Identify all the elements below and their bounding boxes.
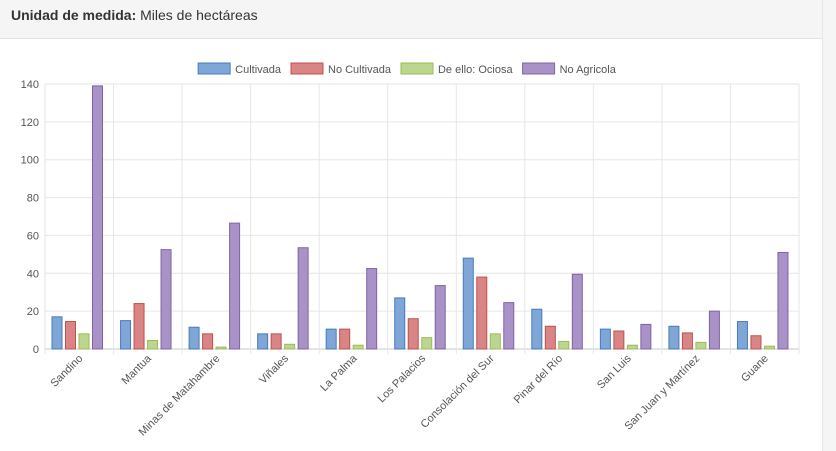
bar	[352, 344, 364, 350]
bar	[407, 318, 419, 350]
y-tick-label: 100	[21, 155, 39, 167]
bar	[558, 340, 570, 350]
legend-swatch	[290, 62, 324, 75]
bar	[763, 345, 775, 350]
bar	[284, 343, 296, 350]
x-tick-label: Viñales	[257, 352, 291, 386]
bar	[462, 257, 474, 350]
y-tick-label: 0	[33, 344, 39, 356]
bar	[503, 302, 515, 350]
bar	[325, 328, 337, 350]
bar	[257, 333, 269, 350]
scrollbar-track[interactable]	[822, 0, 836, 451]
bar	[394, 297, 406, 350]
bar	[750, 335, 762, 350]
bar	[297, 247, 309, 350]
x-tick-label: Sandino	[48, 353, 85, 390]
legend-swatch	[522, 62, 556, 75]
bar	[92, 85, 103, 350]
bar	[640, 323, 652, 350]
legend-label: Cultivada	[235, 64, 282, 76]
bar	[613, 330, 625, 350]
legend-label: De ello: Ociosa	[438, 64, 513, 76]
bar	[736, 321, 748, 350]
legend-swatch	[400, 62, 434, 75]
bar	[366, 268, 378, 350]
x-tick-label: Pinar del Río	[512, 353, 565, 406]
y-tick-label: 20	[27, 306, 39, 318]
x-tick-label: Mantua	[120, 352, 155, 387]
bar	[147, 339, 159, 350]
bar	[571, 273, 583, 350]
bar	[626, 344, 638, 350]
bar	[160, 249, 172, 350]
x-tick-label: Los Palacios	[376, 352, 429, 405]
unit-label: Unidad de medida:	[11, 7, 137, 23]
bar	[531, 308, 543, 350]
bar	[544, 325, 556, 350]
x-tick-label: San Luis	[595, 352, 634, 391]
bar	[476, 276, 488, 350]
unit-of-measure: Unidad de medida: Miles de hectáreas	[11, 7, 258, 23]
bar	[489, 333, 501, 350]
y-tick-label: 40	[27, 268, 39, 280]
y-tick-label: 140	[21, 79, 39, 91]
bar	[777, 251, 789, 350]
bar	[339, 328, 351, 350]
bar	[215, 346, 227, 350]
x-tick-label: Consolación del Sur	[419, 352, 497, 430]
bar	[421, 337, 433, 350]
legend-swatch	[197, 62, 231, 75]
bar	[65, 321, 76, 350]
legend-label: No Agricola	[560, 64, 617, 76]
bar	[78, 333, 90, 350]
bar	[599, 328, 611, 350]
y-tick-label: 60	[27, 230, 39, 242]
bar	[695, 341, 707, 350]
panel-header: Unidad de medida: Miles de hectáreas	[0, 0, 822, 39]
x-tick-label: Guane	[739, 353, 771, 385]
bar	[434, 285, 446, 350]
bar	[270, 333, 282, 350]
x-tick-label: La Palma	[318, 352, 360, 394]
bar	[668, 325, 680, 350]
bar	[188, 326, 200, 350]
legend-label: No Cultivada	[328, 64, 392, 76]
bar	[133, 303, 145, 350]
bar	[708, 310, 720, 350]
bar	[51, 316, 63, 350]
x-tick-label: San Juan y Martínez	[622, 353, 702, 433]
bar	[229, 222, 241, 350]
bar	[120, 320, 132, 350]
unit-value: Miles de hectáreas	[140, 7, 258, 23]
y-tick-label: 80	[27, 193, 39, 205]
bar	[681, 332, 693, 350]
bar	[202, 333, 214, 350]
y-tick-label: 120	[21, 117, 39, 129]
